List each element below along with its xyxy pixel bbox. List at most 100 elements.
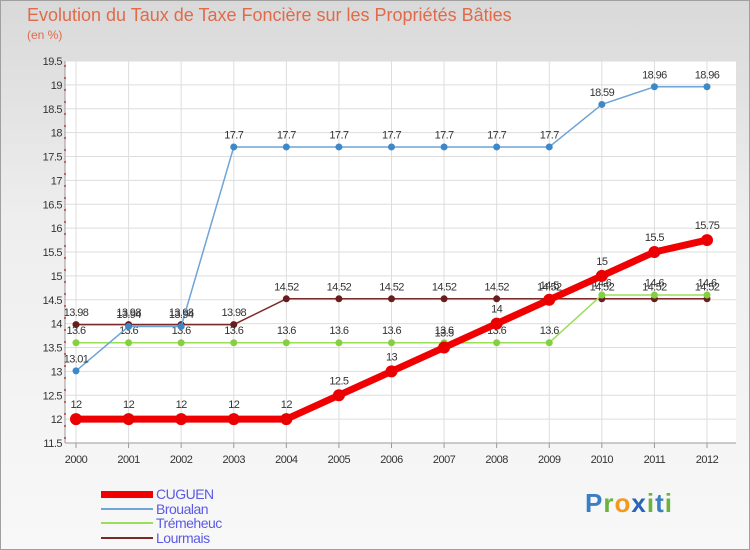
data-point-tremeheuc bbox=[282, 339, 290, 347]
y-tick-label: 19.5 bbox=[43, 56, 63, 68]
data-point-lourmais bbox=[230, 321, 238, 329]
x-tick-label: 2009 bbox=[538, 454, 561, 466]
legend-swatch-lourmais bbox=[101, 536, 153, 539]
y-tick-label: 16 bbox=[51, 223, 63, 235]
x-tick-label: 2006 bbox=[380, 454, 403, 466]
data-label-lourmais: 14.52 bbox=[274, 281, 299, 293]
data-label-broualan: 13.94 bbox=[169, 309, 194, 321]
data-label-cuguen: 12 bbox=[123, 399, 135, 411]
series-broualan: 13.01 13.94 13.94 17.7 17.7 17.7 17.7 17.7 17.7 1… bbox=[64, 69, 720, 375]
chart-title: Evolution du Taux de Taxe Foncière sur l… bbox=[27, 5, 512, 25]
legend-swatch-tremeheuc bbox=[101, 522, 153, 524]
data-label-broualan: 17.7 bbox=[382, 129, 401, 141]
data-point-lourmais bbox=[388, 295, 395, 303]
data-point-tremeheuc bbox=[650, 291, 658, 299]
data-point-cuguen bbox=[701, 234, 713, 247]
data-label-cuguen: 12 bbox=[176, 399, 188, 411]
data-label-cuguen: 12 bbox=[228, 399, 240, 411]
data-point-lourmais bbox=[282, 295, 290, 303]
data-label-tremeheuc: 13.6 bbox=[119, 325, 138, 337]
x-tick-label: 2007 bbox=[433, 454, 456, 466]
data-label-lourmais: 14.52 bbox=[695, 281, 720, 293]
data-point-tremeheuc bbox=[335, 339, 343, 347]
x-tick-label: 2008 bbox=[485, 454, 508, 466]
data-point-tremeheuc bbox=[545, 339, 553, 347]
data-label-broualan: 17.7 bbox=[487, 129, 506, 141]
y-tick-label: 14 bbox=[51, 319, 63, 331]
y-tick-label: 17 bbox=[51, 175, 63, 187]
data-label-lourmais: 14.52 bbox=[642, 281, 667, 293]
data-point-tremeheuc bbox=[230, 339, 238, 347]
data-point-cuguen bbox=[122, 413, 135, 426]
y-tick-label: 18 bbox=[51, 128, 63, 140]
data-point-broualan bbox=[440, 143, 448, 151]
y-tick-label: 17.5 bbox=[43, 152, 63, 164]
data-point-broualan bbox=[650, 83, 658, 91]
data-point-broualan bbox=[598, 100, 606, 108]
data-label-tremeheuc: 13.6 bbox=[435, 325, 454, 337]
data-point-tremeheuc bbox=[72, 339, 80, 347]
y-tick-label: 12 bbox=[51, 414, 63, 426]
legend-swatch-broualan bbox=[101, 507, 153, 510]
y-tick-label: 13.5 bbox=[43, 343, 63, 355]
data-point-lourmais bbox=[493, 295, 501, 303]
data-label-lourmais: 14.52 bbox=[379, 281, 404, 293]
x-tick-label: 2001 bbox=[117, 454, 140, 466]
data-label-broualan: 18.96 bbox=[642, 69, 667, 81]
x-tick-label: 2002 bbox=[170, 454, 193, 466]
data-point-tremeheuc bbox=[125, 339, 133, 347]
data-label-cuguen: 12 bbox=[281, 399, 293, 411]
legend-swatch-cuguen bbox=[101, 490, 153, 498]
data-label-lourmais: 14.52 bbox=[590, 281, 615, 293]
data-label-lourmais: 14.52 bbox=[432, 281, 457, 293]
data-label-cuguen: 14.5 bbox=[540, 280, 559, 292]
x-tick-label: 2004 bbox=[275, 454, 298, 466]
data-point-broualan bbox=[282, 143, 290, 151]
data-label-cuguen: 13.5 bbox=[435, 328, 454, 340]
x-tick-label: 2011 bbox=[644, 454, 666, 466]
data-point-cuguen bbox=[227, 413, 240, 426]
data-point-tremeheuc bbox=[388, 339, 395, 347]
data-label-lourmais: 13.98 bbox=[116, 307, 141, 319]
data-point-broualan bbox=[177, 322, 185, 330]
data-point-cuguen bbox=[280, 413, 293, 426]
data-point-broualan bbox=[388, 143, 395, 151]
data-label-lourmais: 13.98 bbox=[64, 307, 89, 319]
data-label-tremeheuc: 13.6 bbox=[540, 325, 559, 337]
data-label-tremeheuc: 14.6 bbox=[645, 277, 664, 289]
data-label-broualan: 13.94 bbox=[116, 309, 141, 321]
legend-label-lourmais: Lourmais bbox=[156, 529, 210, 546]
legend-label-cuguen: CUGUEN bbox=[156, 486, 214, 502]
data-point-broualan bbox=[703, 83, 711, 91]
data-point-tremeheuc bbox=[493, 339, 501, 347]
data-label-tremeheuc: 13.6 bbox=[382, 325, 401, 337]
data-label-cuguen: 13 bbox=[386, 351, 398, 363]
y-tick-label: 12.5 bbox=[43, 390, 63, 402]
y-tick-label: 13 bbox=[51, 366, 63, 378]
data-point-tremeheuc bbox=[703, 291, 711, 299]
legend-label-broualan: Broualan bbox=[156, 500, 209, 517]
data-point-cuguen bbox=[438, 341, 451, 354]
data-point-cuguen bbox=[595, 269, 608, 282]
data-point-cuguen bbox=[385, 365, 398, 378]
data-point-cuguen bbox=[175, 413, 188, 426]
data-point-cuguen bbox=[70, 413, 82, 426]
data-label-lourmais: 14.52 bbox=[327, 281, 352, 293]
data-point-broualan bbox=[230, 143, 238, 151]
data-label-broualan: 17.7 bbox=[277, 129, 296, 141]
series-tremeheuc: 13.6 13.6 13.6 13.6 13.6 13.6 13.6 13.6 13.6 13.6… bbox=[66, 277, 718, 347]
data-point-broualan bbox=[545, 143, 553, 151]
y-tick-label: 18.5 bbox=[43, 104, 63, 116]
proxiti-logo: Proxiti bbox=[585, 488, 673, 518]
data-label-lourmais: 13.98 bbox=[169, 307, 194, 319]
data-label-tremeheuc: 13.6 bbox=[224, 325, 243, 337]
data-point-broualan bbox=[493, 143, 501, 151]
data-point-lourmais bbox=[335, 295, 343, 303]
legend-label-tremeheuc: Trémeheuc bbox=[156, 515, 222, 531]
data-point-cuguen bbox=[648, 246, 661, 258]
y-tick-label: 16.5 bbox=[43, 199, 63, 211]
y-tick-label: 19 bbox=[51, 80, 63, 92]
data-point-broualan bbox=[335, 143, 343, 151]
